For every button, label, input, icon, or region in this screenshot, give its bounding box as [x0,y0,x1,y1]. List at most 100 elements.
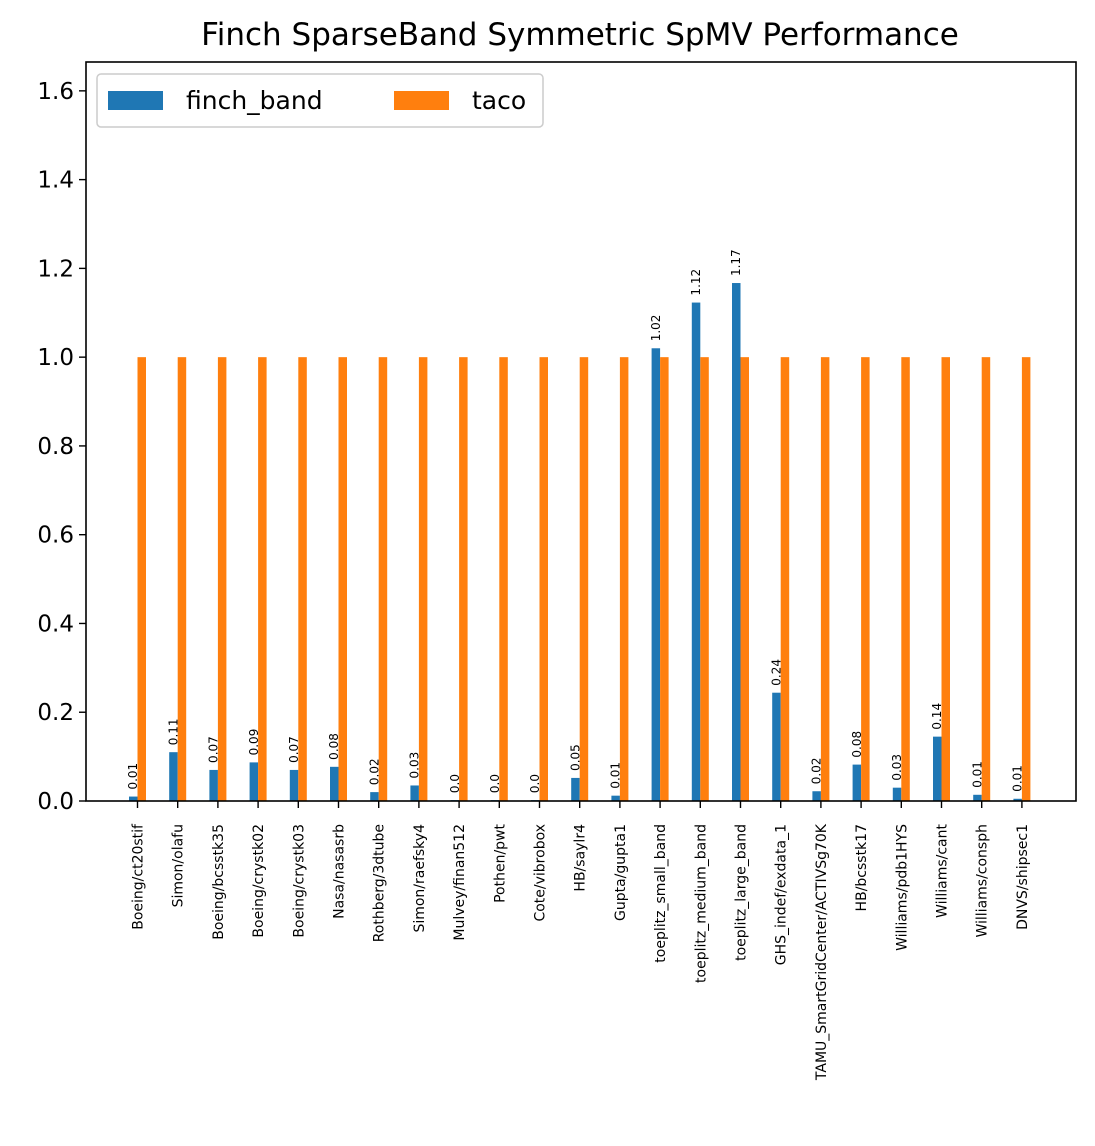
data-label: 0.03 [408,752,422,779]
data-label: 0.03 [890,754,904,781]
x-tick-label: Nasa/nasasrb [332,824,348,919]
x-tick-label: Cote/vibrobox [533,824,549,922]
bar-finch-band [129,796,138,801]
x-tick-label: DNVS/shipsec1 [1015,824,1031,930]
data-label: 0.0 [448,774,462,793]
bar-taco [137,357,146,801]
legend-label-taco: taco [472,86,526,115]
y-tick-label: 1.6 [37,79,74,105]
bar-taco [298,357,307,801]
x-tick-label: Rothberg/3dtube [372,824,388,942]
bar-finch-band [249,762,259,801]
x-tick-label: Simon/raefsky4 [412,824,428,933]
data-labels: 0.01 0.11 0.07 0.09 0.07 0.08 0.02 0.03 0.0 0.0 0.… [126,249,1024,793]
data-label: 0.08 [850,731,864,758]
x-tick-label: Boeing/crystk03 [291,824,307,938]
data-label: 0.01 [970,761,984,788]
series-taco [137,357,1031,801]
legend-frame [96,73,544,128]
x-tick-label: Williams/consph [975,824,991,938]
x-tick-label: Simon/olafu [171,824,187,907]
bar-finch-band [1013,798,1022,801]
data-label: 0.07 [287,736,301,763]
x-tick-label: HB/saylr4 [573,824,589,892]
bar-taco [660,357,669,801]
x-axis: Boeing/ct20stif Simon/olafu Boeing/bcsstk3… [131,801,1031,1081]
bar-finch-band [651,348,661,801]
bar-taco [619,357,629,801]
bar-finch-band [410,785,419,801]
data-label: 0.09 [247,729,261,756]
bar-taco [539,357,548,801]
y-tick-label: 1.4 [37,168,74,194]
x-tick-label: Pothen/pwt [492,823,508,902]
y-tick-label: 1.0 [37,345,74,371]
y-axis: 0.0 0.2 0.4 0.6 0.8 1.0 1.2 1.4 1.6 [37,79,86,815]
bar-taco [418,357,428,801]
x-tick-label: Williams/pdb1HYS [894,824,910,951]
bar-finch-band [370,792,379,801]
bar-finch-band [571,777,580,801]
y-tick-label: 1.2 [37,256,74,282]
data-label: 1.12 [689,269,703,296]
bar-taco [579,357,589,801]
x-tick-label: Williams/cant [935,823,951,917]
legend-swatch-taco [394,91,449,110]
bar-taco [338,357,347,801]
bar-finch-band [209,769,218,801]
bar-taco [258,357,267,801]
plot-area: 0.01 0.11 0.07 0.09 0.07 0.08 0.02 0.03 0.0 0.0 0.… [37,61,1077,1081]
y-tick-label: 0.6 [37,523,74,549]
data-label: 1.17 [729,249,743,276]
bar-taco [941,357,950,801]
bar-taco [217,357,227,801]
bar-taco [499,357,508,801]
data-label: 0.01 [609,762,623,789]
data-label: 0.05 [568,744,582,771]
x-tick-label: toeplitz_large_band [734,824,750,961]
x-tick-label: toeplitz_medium_band [693,824,709,983]
x-tick-label: Boeing/bcsstk35 [211,824,227,940]
data-label: 0.02 [810,758,824,785]
y-tick-label: 0.2 [37,700,74,726]
bar-finch-band [691,302,701,801]
bar-taco [780,357,790,801]
bar-taco [177,357,187,801]
bar-taco [981,357,991,801]
data-label: 1.02 [649,315,663,342]
x-tick-label: Boeing/crystk02 [251,824,267,938]
x-tick-label: GHS_indef/exdata_1 [774,824,790,965]
data-label: 0.11 [166,718,180,745]
bar-finch-band [289,769,299,801]
data-label: 0.0 [528,774,542,793]
bar-finch-band [933,736,942,801]
bar-taco [861,357,870,801]
legend-swatch-finch-band [108,91,163,110]
bar-finch-band [892,787,902,801]
axes-frame [85,61,1077,802]
data-label: 0.02 [367,758,381,785]
x-tick-label: HB/bcsstk17 [854,824,870,911]
x-tick-label: toeplitz_small_band [653,824,669,963]
data-label: 0.0 [488,774,502,793]
bar-finch-band [330,766,339,801]
legend: finch_band taco [96,73,544,128]
x-tick-label: Mulvey/finan512 [452,824,468,941]
series-finch-band [129,283,1022,801]
data-label: 0.01 [1011,765,1025,792]
chart-title: Finch SparseBand Symmetric SpMV Performa… [201,17,959,53]
bar-finch-band [852,764,862,801]
data-label: 0.14 [930,703,944,730]
legend-label-finch-band: finch_band [186,86,323,115]
bar-finch-band [611,795,620,801]
bar-finch-band [812,791,821,801]
x-tick-label: Boeing/ct20stif [131,823,147,930]
data-label: 0.07 [207,736,221,763]
bar-taco [740,357,749,801]
x-tick-label: TAMU_SmartGridCenter/ACTIVSg70K [814,823,830,1081]
y-tick-label: 0.8 [37,434,74,460]
bar-taco [459,357,468,801]
bar-taco [378,357,388,801]
